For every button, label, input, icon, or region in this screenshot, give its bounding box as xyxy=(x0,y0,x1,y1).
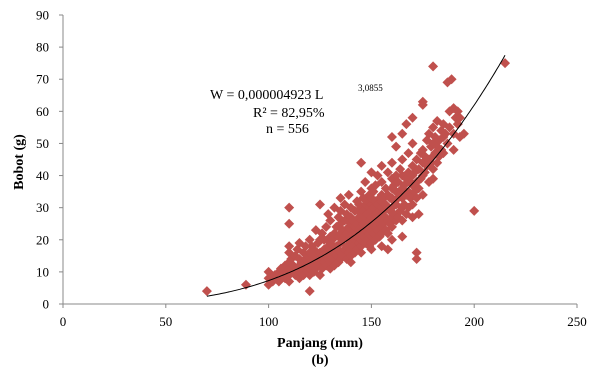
data-point xyxy=(397,215,408,226)
data-point xyxy=(284,218,295,229)
y-tick-label: 70 xyxy=(36,72,49,87)
data-point xyxy=(407,199,418,210)
data-point xyxy=(397,231,408,242)
data-point xyxy=(284,241,295,252)
data-point xyxy=(335,254,346,265)
data-point xyxy=(356,247,367,258)
data-point xyxy=(446,74,457,85)
data-point xyxy=(386,157,397,168)
data-point xyxy=(458,128,469,139)
sample-size-label: n = 556 xyxy=(266,122,309,137)
data-point xyxy=(454,112,465,123)
data-point xyxy=(335,193,346,204)
data-point xyxy=(343,189,354,200)
data-point xyxy=(300,241,311,252)
axes: 0 50 100 150 200 250 0 10 20 30 40 50 60 70 80 90 xyxy=(36,8,587,330)
y-tick-label: 50 xyxy=(36,136,49,151)
data-point xyxy=(356,157,367,168)
data-point xyxy=(428,122,439,133)
data-point xyxy=(411,254,422,265)
data-point xyxy=(382,244,393,255)
x-tick-label: 150 xyxy=(362,314,382,329)
data-point xyxy=(360,176,371,187)
data-point xyxy=(284,276,295,287)
x-tick-label: 50 xyxy=(159,314,172,329)
y-tick-label: 20 xyxy=(36,232,49,247)
data-point xyxy=(397,128,408,139)
y-axis-label: Bobot (g) xyxy=(12,134,27,190)
data-point xyxy=(372,170,383,181)
data-points xyxy=(201,58,511,297)
x-tick-label: 200 xyxy=(464,314,484,329)
data-point xyxy=(417,189,428,200)
data-point xyxy=(469,205,480,216)
x-tick-label: 0 xyxy=(60,314,67,329)
data-point xyxy=(440,128,451,139)
data-point xyxy=(376,176,387,187)
figure-caption: (b) xyxy=(311,353,328,368)
x-tick-label: 250 xyxy=(567,314,587,329)
r-squared-label: R² = 82,95% xyxy=(253,106,325,121)
data-point xyxy=(397,154,408,165)
y-tick-label: 90 xyxy=(36,8,49,23)
data-point xyxy=(376,160,387,171)
data-point xyxy=(444,122,455,133)
data-point xyxy=(382,228,393,239)
data-point xyxy=(325,215,336,226)
data-point xyxy=(448,144,459,155)
equation-line1: W = 0,000004923 L xyxy=(210,88,323,103)
data-point xyxy=(304,286,315,297)
data-point xyxy=(345,257,356,268)
data-point xyxy=(417,96,428,107)
data-point xyxy=(413,183,424,194)
data-point xyxy=(284,202,295,213)
x-axis-label: Panjang (mm) xyxy=(277,336,363,351)
y-tick-label: 60 xyxy=(36,104,49,119)
data-point xyxy=(413,209,424,220)
data-point xyxy=(366,244,377,255)
data-point xyxy=(428,164,439,175)
data-point xyxy=(407,138,418,149)
data-point xyxy=(382,167,393,178)
y-tick-label: 80 xyxy=(36,40,49,55)
data-point xyxy=(500,58,511,69)
trendline xyxy=(206,55,506,297)
x-tick-label: 100 xyxy=(259,314,279,329)
data-point xyxy=(428,173,439,184)
data-point xyxy=(428,61,439,72)
data-point xyxy=(391,141,402,152)
data-point xyxy=(407,112,418,123)
y-tick-label: 30 xyxy=(36,200,49,215)
data-point xyxy=(321,221,332,232)
y-tick-label: 0 xyxy=(43,297,50,312)
data-point xyxy=(386,132,397,143)
data-point xyxy=(401,119,412,130)
y-tick-label: 40 xyxy=(36,168,49,183)
y-tick-label: 10 xyxy=(36,264,49,279)
data-point xyxy=(386,221,397,232)
data-point xyxy=(386,234,397,245)
data-point xyxy=(201,286,212,297)
data-point xyxy=(403,148,414,159)
data-point xyxy=(315,199,325,210)
data-point xyxy=(411,247,422,258)
equation-exponent: 3,0855 xyxy=(358,83,383,93)
